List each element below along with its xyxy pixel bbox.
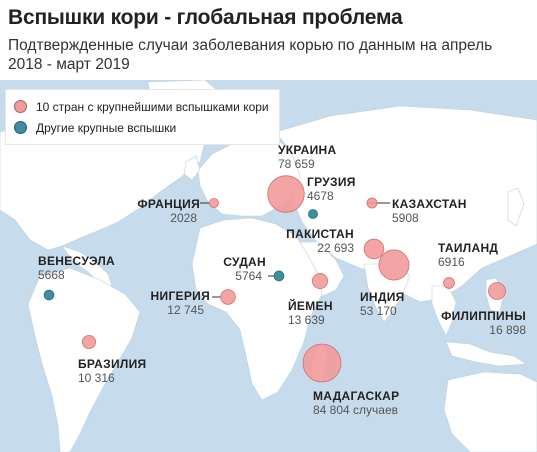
land-australia — [443, 371, 537, 452]
bubble-ukraine — [267, 175, 305, 213]
country-name: УКРАИНА — [278, 143, 337, 157]
country-name: БРАЗИЛИЯ — [78, 357, 147, 371]
bubble-yemen — [311, 272, 329, 290]
country-name: ПАКИСТАН — [286, 227, 354, 241]
label-yemen: ЙЕМЕН 13 639 — [288, 299, 333, 327]
land-uk — [183, 155, 201, 181]
country-value: 13 639 — [288, 313, 325, 327]
country-name: ФИЛИППИНЫ — [441, 309, 526, 323]
label-pakistan: ПАКИСТАН 22 693 — [270, 227, 354, 255]
land-indonesia — [445, 341, 527, 367]
bubble-india — [378, 249, 410, 281]
country-value: 84 804 случаев — [313, 403, 399, 417]
label-india: ИНДИЯ 53 170 — [360, 290, 405, 318]
country-value: 12 745 — [167, 303, 204, 317]
country-value: 6916 — [438, 255, 465, 269]
label-madagascar: МАДАГАСКАР 84 804 случаев — [313, 389, 399, 417]
label-france: ФРАНЦИЯ 2028 — [132, 197, 200, 225]
country-value: 5908 — [392, 211, 419, 225]
page-title: Вспышки кори - глобальная проблема — [8, 6, 403, 29]
land-south-america — [27, 267, 141, 452]
country-value: 16 898 — [489, 323, 526, 337]
country-value: 10 316 — [78, 371, 115, 385]
bubble-brazil — [81, 334, 97, 350]
label-brazil: БРАЗИЛИЯ 10 316 — [78, 357, 146, 385]
country-name: МАДАГАСКАР — [313, 389, 400, 403]
label-venezuela: ВЕНЕСУЭЛА 5668 — [38, 254, 115, 282]
label-georgia: ГРУЗИЯ 4678 — [307, 175, 356, 203]
country-name: ТАИЛАНД — [438, 241, 499, 255]
country-name: ИНДИЯ — [360, 290, 405, 304]
country-name: ВЕНЕСУЭЛА — [38, 254, 116, 268]
label-kazakhstan: КАЗАХСТАН 5908 — [392, 197, 467, 225]
country-name: ЙЕМЕН — [288, 299, 333, 313]
country-name: ФРАНЦИЯ — [137, 197, 200, 211]
bubble-thailand — [443, 277, 455, 289]
label-thailand: ТАИЛАНД 6916 — [438, 241, 498, 269]
land-japan — [507, 187, 525, 227]
teal-circle-icon — [14, 121, 27, 134]
country-value: 5764 — [235, 269, 262, 283]
label-sudan: СУДАН 5764 — [202, 255, 266, 283]
country-value: 5668 — [38, 268, 65, 282]
legend-item-other: Другие крупные вспышки — [14, 117, 269, 138]
country-value: 22 693 — [317, 241, 354, 255]
land-africa — [191, 217, 323, 401]
country-name: СУДАН — [223, 255, 266, 269]
country-name: НИГЕРИЯ — [150, 289, 210, 303]
legend: 10 стран с крупнейшими вспышками кори Др… — [6, 90, 279, 144]
bubble-kazakhstan — [366, 197, 378, 209]
country-value: 2028 — [170, 211, 197, 225]
bubble-nigeria — [220, 289, 236, 305]
pink-circle-icon — [14, 100, 27, 113]
page-subtitle: Подтвержденные случаи заболевания корью … — [8, 37, 493, 73]
country-name: ГРУЗИЯ — [307, 175, 356, 189]
bubble-philippines — [488, 282, 506, 300]
bubble-pakistan — [363, 238, 385, 260]
label-nigeria: НИГЕРИЯ 12 745 — [134, 289, 210, 317]
bubble-france — [209, 198, 219, 208]
label-ukraine: УКРАИНА 78 659 — [278, 143, 336, 171]
country-value: 4678 — [307, 189, 334, 203]
country-name: КАЗАХСТАН — [392, 197, 467, 211]
bubble-georgia — [308, 209, 318, 219]
country-value: 53 170 — [360, 304, 397, 318]
bubble-madagascar — [302, 343, 342, 383]
legend-top10-label: 10 стран с крупнейшими вспышками кори — [36, 99, 269, 114]
land-central-america — [61, 245, 113, 287]
country-value: 78 659 — [278, 157, 315, 171]
bubble-venezuela — [43, 289, 55, 301]
bubble-sudan — [273, 270, 285, 282]
label-philippines: ФИЛИППИНЫ 16 898 — [428, 309, 526, 337]
legend-item-top10: 10 стран с крупнейшими вспышками кори — [14, 96, 269, 117]
legend-other-label: Другие крупные вспышки — [36, 120, 177, 135]
